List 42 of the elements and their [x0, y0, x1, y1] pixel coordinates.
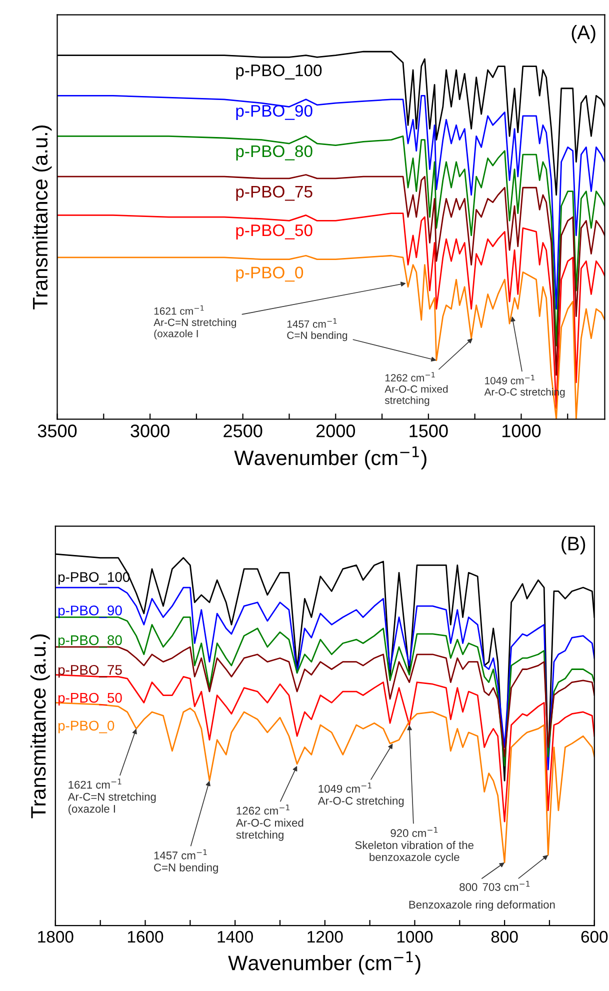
series-label: p-PBO_0: [58, 720, 114, 734]
x-tick-label: 800: [491, 930, 518, 943]
annotation: 1621 cm$^{−1}$ Ar-C=N stretching (oxazole I: [154, 305, 236, 340]
series-label: p-PBO_80: [236, 145, 312, 160]
x-tick-label: 1200: [308, 930, 343, 943]
series-label: p-PBO_50: [58, 692, 122, 706]
x-axis-title: Wavenumber (cm$^{−1}$): [234, 446, 426, 470]
series-label: p-PBO_90: [236, 104, 312, 120]
series-label: p-PBO_75: [58, 665, 122, 678]
series-label: p-PBO_100: [236, 64, 322, 80]
series-label: p-PBO_80: [58, 635, 122, 648]
y-axis-title: Transmittance (a.u.): [32, 126, 52, 310]
x-tick-label: 3000: [130, 424, 170, 438]
x-tick-label: 1500: [410, 424, 448, 438]
x-tick-label: 1800: [38, 930, 74, 943]
annotation: 1457 cm$^{−1}$ C=N bending: [154, 849, 218, 874]
annotation: (B): [562, 536, 586, 554]
x-tick-label: 1400: [218, 930, 253, 943]
y-axis-title: Transmittance (a.u.): [30, 634, 50, 818]
series-label: p-PBO_90: [58, 606, 122, 618]
x-tick-label: 1000: [502, 424, 541, 438]
x-tick-label: 2000: [316, 424, 356, 438]
x-tick-label: 2500: [224, 424, 262, 438]
x-tick-label: 1600: [128, 930, 164, 943]
annotation: 920 cm$^{−1}$ Skeleton vibration of the benzoxazole cycle: [355, 827, 474, 864]
annotation: 1262 cm$^{−1}$ Ar-O-C mixed stretching: [236, 804, 304, 841]
x-axis-title: Wavenumber (cm$^{−1}$): [228, 952, 420, 974]
x-tick-label: 3500: [38, 424, 77, 438]
annotation: 1457 cm$^{−1}$ C=N bending: [287, 318, 348, 342]
annotation: 703 cm$^{−1}$: [482, 880, 530, 891]
x-tick-label: 600: [581, 930, 608, 943]
annotation: 1621 cm$^{−1}$ Ar-C=N stretching (oxazole I: [68, 778, 156, 815]
text: (A): [572, 24, 596, 44]
annotation: 1262 cm$^{−1}$ Ar-O-C mixed stretching: [384, 372, 448, 406]
annotation: 1049 cm$^{−1}$ Ar-O-C stretching: [318, 782, 404, 807]
series-label: p-PBO_75: [236, 186, 312, 201]
annotation: Benzoxazole ring deformation: [409, 900, 555, 911]
annotation: 800: [460, 883, 478, 892]
series-label: p-PBO_0: [236, 266, 304, 282]
x-tick-label: 1000: [397, 930, 433, 943]
series-label: p-PBO_50: [236, 224, 312, 240]
series-label: p-PBO_100: [58, 572, 130, 585]
